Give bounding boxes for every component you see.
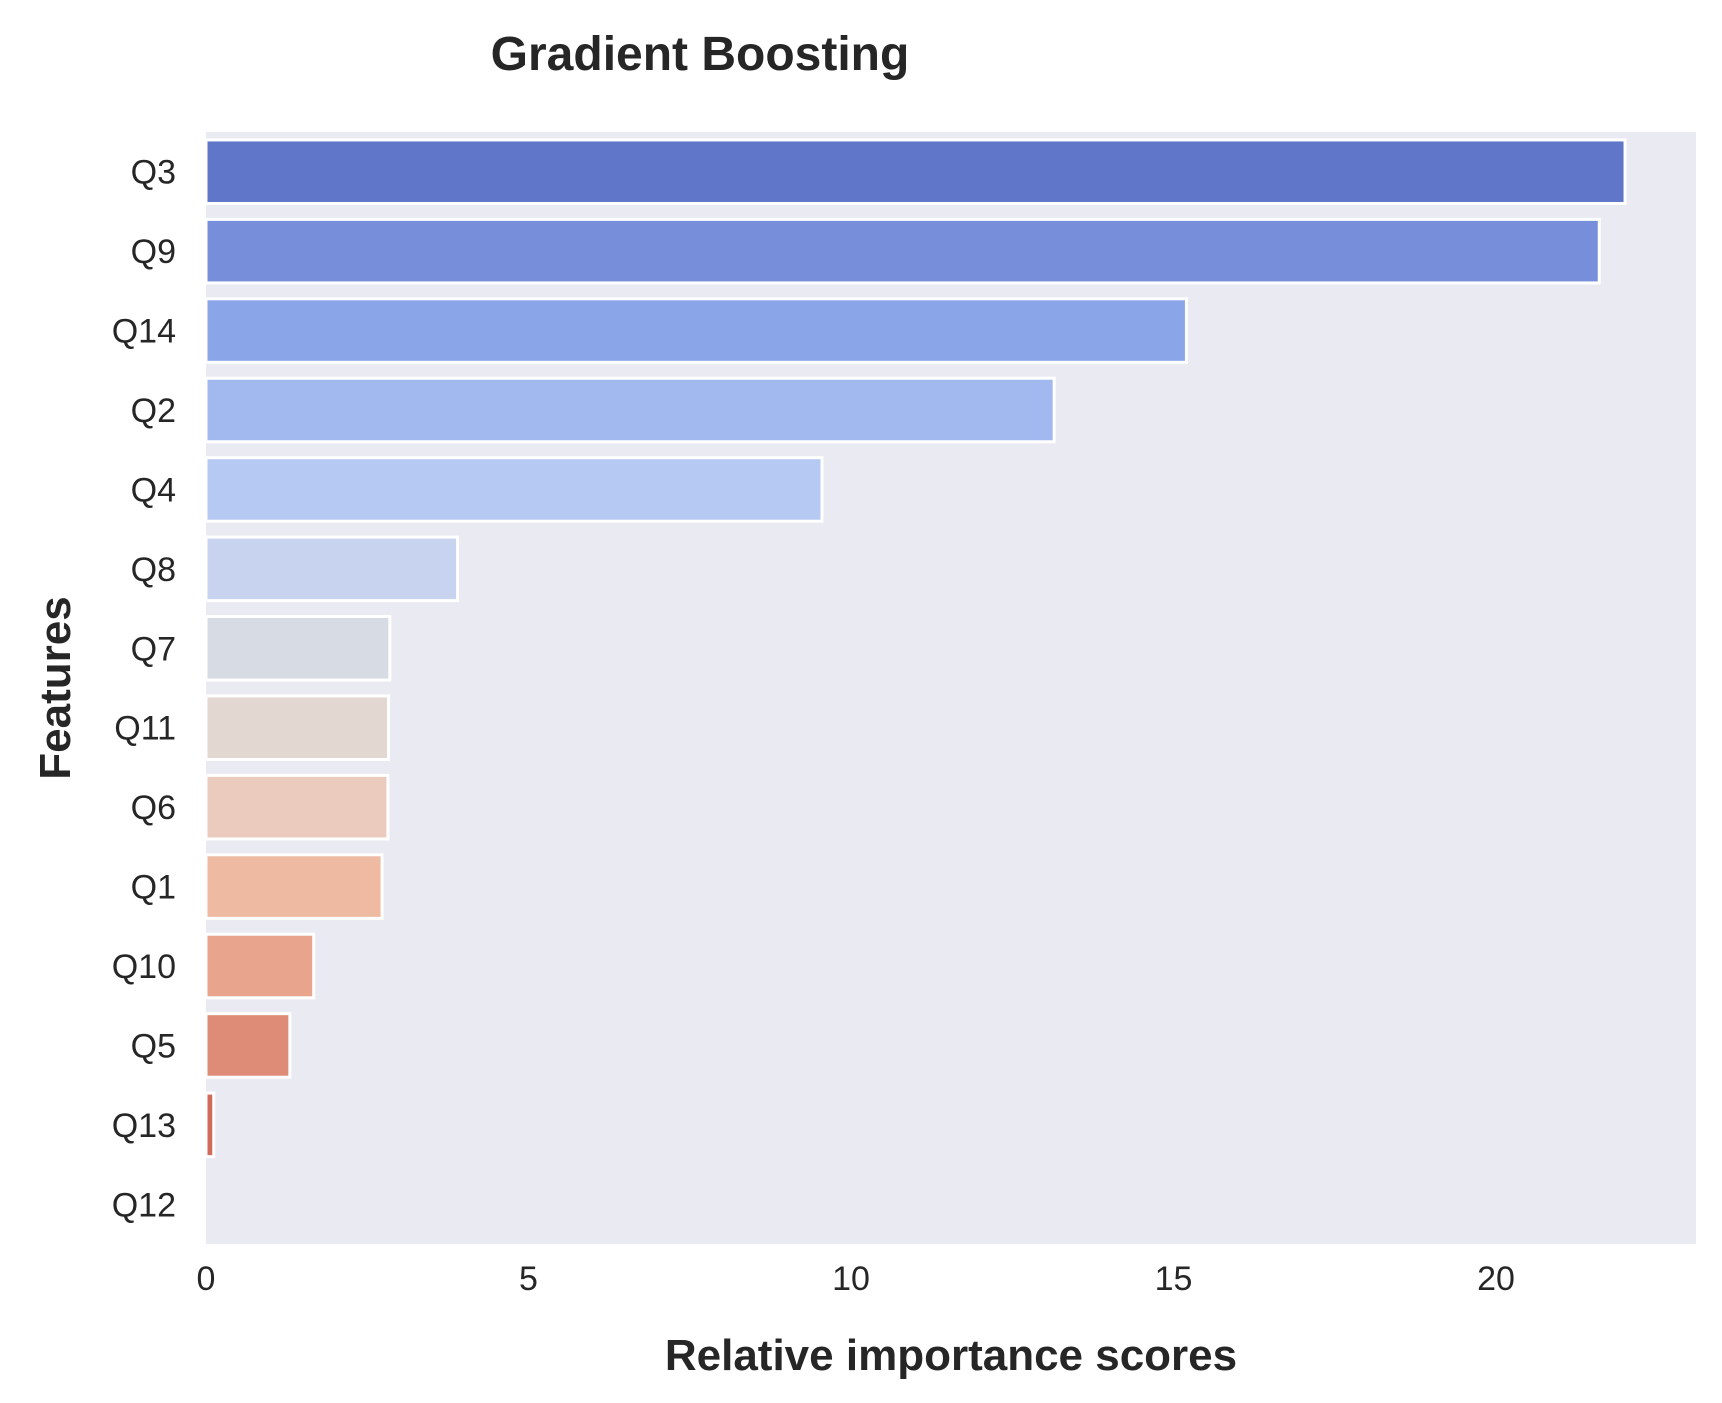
bar-q10 (204, 932, 316, 1000)
bar-q9 (204, 217, 1601, 285)
x-axis-label: Relative importance scores (665, 1331, 1237, 1380)
x-tick-label: 5 (519, 1260, 538, 1298)
bar-q11 (204, 694, 391, 761)
y-tick-label: Q7 (131, 630, 176, 668)
x-tick-label: 0 (197, 1260, 216, 1298)
y-axis-label: Features (31, 596, 80, 779)
y-tick-label: Q13 (112, 1107, 176, 1145)
y-tick-label: Q12 (112, 1186, 176, 1224)
y-tick-label: Q2 (131, 392, 176, 430)
bar-q5 (204, 1012, 292, 1079)
bar-q7 (204, 615, 392, 682)
bar-q6 (204, 773, 390, 841)
y-tick-label: Q10 (112, 948, 176, 986)
y-tick-label: Q4 (131, 471, 176, 509)
y-tick-label: Q5 (131, 1027, 176, 1065)
x-tick-label: 20 (1477, 1260, 1515, 1298)
bar-q13 (204, 1091, 216, 1159)
y-tick-label: Q9 (131, 233, 176, 271)
bar-q14 (204, 297, 1188, 364)
bar-q2 (204, 376, 1056, 444)
bar-q1 (204, 853, 384, 920)
bar-q3 (204, 138, 1627, 205)
chart-title: Gradient Boosting (491, 28, 910, 81)
y-tick-label: Q6 (131, 789, 176, 827)
y-tick-label: Q11 (114, 710, 176, 748)
y-tick-labels: Q3 Q9 Q14 Q2 Q4 Q8 Q7 Q11 Q6 Q1 Q10 Q5 Q13 Q12 (112, 154, 176, 1225)
y-tick-label: Q1 (131, 869, 176, 907)
bar-q4 (204, 456, 824, 523)
x-tick-label: 10 (832, 1260, 870, 1298)
bars-group (204, 138, 1627, 1159)
x-tick-label: 15 (1155, 1260, 1193, 1298)
y-tick-label: Q3 (131, 154, 176, 192)
x-tick-labels: 0 5 10 15 20 (197, 1260, 1515, 1298)
y-tick-label: Q14 (112, 313, 176, 351)
bar-q8 (204, 535, 460, 603)
y-tick-label: Q8 (131, 551, 176, 589)
